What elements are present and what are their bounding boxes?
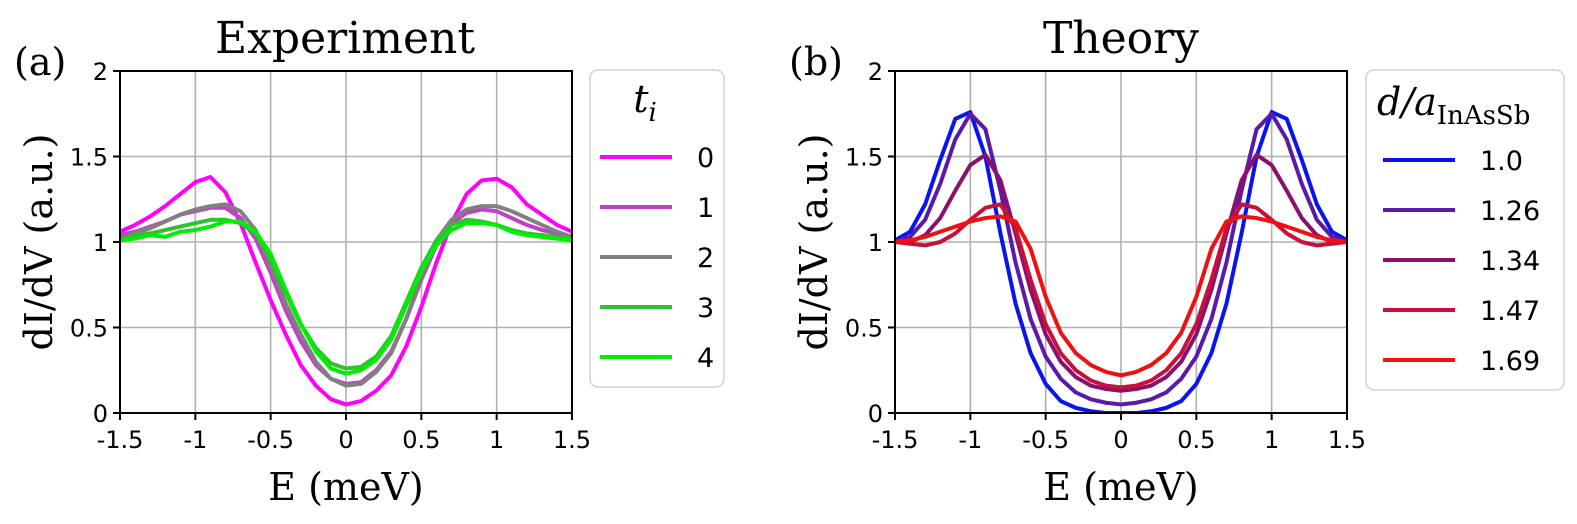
panel-label: (a) [14, 40, 66, 84]
legend-label: 1.0 [1480, 146, 1523, 177]
legend-item: 1.34 [1383, 246, 1540, 277]
legend-label: 3 [697, 293, 714, 324]
legend-box [589, 69, 725, 388]
legend-label: 1 [697, 193, 714, 224]
x-tick-label: -0.5 [247, 426, 294, 454]
legend-label: 2 [697, 243, 714, 274]
y-tick-label: 0.5 [70, 315, 108, 343]
chart-title: Theory [1043, 13, 1199, 64]
x-tick-label: -0.5 [1022, 426, 1069, 454]
legend-title-sub: InAsSb [1437, 101, 1531, 131]
legend: ti 0 1 2 3 4 [589, 69, 725, 388]
legend-label: 1.47 [1480, 296, 1540, 327]
x-tick-label: -1 [183, 426, 207, 454]
legend-item: 1.26 [1383, 196, 1540, 227]
x-tick-label: -1.5 [97, 426, 144, 454]
legend-label: 1.69 [1480, 346, 1540, 377]
x-tick-label: 1.5 [553, 426, 591, 454]
y-tick-label: 1 [868, 229, 883, 257]
panel-label: (b) [789, 40, 843, 84]
series-line-0 [120, 175, 572, 407]
panel-theory: -1.5 -1 -0.5 0 0.5 1 1.5 0 0.5 1 1.5 2 Theory (b) E (m… [789, 13, 1565, 509]
legend-title: d/aInAsSb [1377, 80, 1530, 131]
x-tick-label: 1.5 [1328, 426, 1366, 454]
y-tick-label: 1 [93, 229, 108, 257]
legend-item: 1 [600, 193, 714, 224]
y-tick-label: 0 [93, 400, 108, 428]
x-axis-label: E (meV) [268, 465, 423, 509]
legend-item: 4 [600, 343, 714, 374]
legend-label: 0 [697, 143, 714, 174]
legend-title-main: d/a [1377, 80, 1437, 124]
x-tick-label: 1 [1264, 426, 1279, 454]
legend-label: 4 [697, 343, 714, 374]
legend-item: 1.47 [1383, 296, 1540, 327]
y-axis-label: dI/dV (a.u.) [17, 134, 61, 351]
legend-title: ti [633, 77, 657, 128]
y-tick-label: 2 [868, 58, 883, 86]
x-tick-label: -1.5 [872, 426, 919, 454]
legend-label: 1.26 [1480, 196, 1540, 227]
legend-item: 3 [600, 293, 714, 324]
chart-title: Experiment [215, 13, 475, 64]
legend-item: 2 [600, 243, 714, 274]
x-tick-label: 0.5 [402, 426, 440, 454]
legend-title-main: t [633, 77, 649, 121]
legend: d/aInAsSb 1.0 1.26 1.34 1.47 1.69 [1365, 69, 1565, 391]
legend-label: 1.34 [1480, 246, 1540, 277]
y-axis-label: dI/dV (a.u.) [792, 134, 836, 351]
y-tick-label: 2 [93, 58, 108, 86]
series-line-1.34 [895, 152, 1347, 393]
series-line-2 [120, 202, 572, 388]
legend-item: 1.69 [1383, 346, 1540, 377]
series-line-1.26 [895, 111, 1347, 407]
x-tick-label: 0 [1113, 426, 1128, 454]
x-tick-label: 0 [338, 426, 353, 454]
y-tick-label: 1.5 [70, 144, 108, 172]
panel-experiment: -1.5 -1 -0.5 0 0.5 1 1.5 0 0.5 1 1.5 2 Experiment (a)… [14, 13, 725, 509]
legend-item: 0 [600, 143, 714, 174]
x-tick-label: 1 [489, 426, 504, 454]
x-axis-label: E (meV) [1043, 465, 1198, 509]
y-tick-label: 1.5 [845, 144, 883, 172]
series-group [895, 110, 1347, 413]
y-tick-label: 0 [868, 400, 883, 428]
legend-title-sub: i [648, 98, 656, 128]
series-line-4 [120, 219, 572, 376]
x-tick-label: -1 [958, 426, 982, 454]
grid [119, 70, 573, 414]
legend-item: 1.0 [1383, 146, 1523, 177]
x-tick-label: 0.5 [1177, 426, 1215, 454]
series-line-1.69 [895, 214, 1347, 378]
grid [894, 70, 1348, 414]
y-tick-label: 0.5 [845, 315, 883, 343]
series-group [120, 175, 572, 407]
